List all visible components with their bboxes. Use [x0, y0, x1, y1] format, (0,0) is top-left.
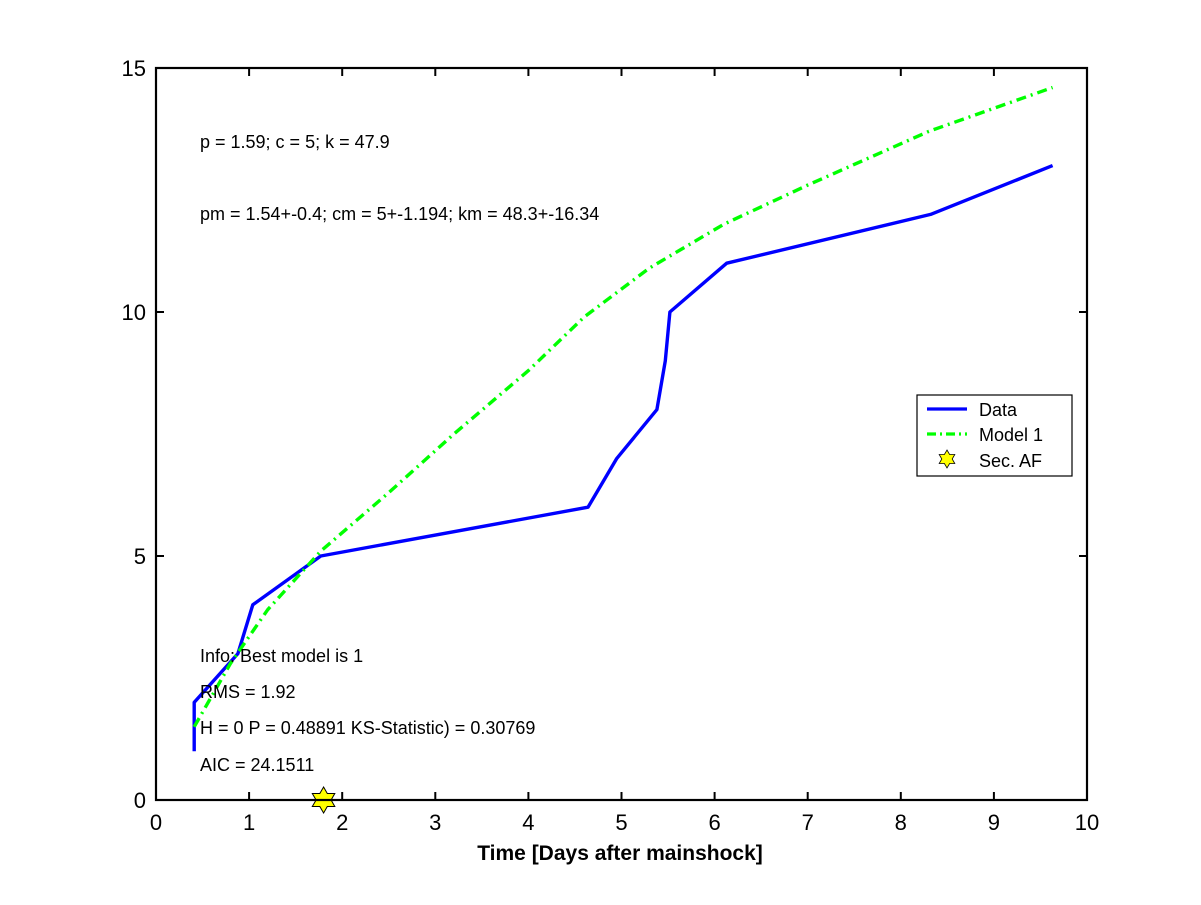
annotation-info: Info: Best model is 1	[200, 646, 363, 666]
y-tick-label: 10	[122, 300, 146, 325]
x-tick-label: 1	[243, 810, 255, 835]
x-tick-label: 7	[802, 810, 814, 835]
y-tick-label: 5	[134, 544, 146, 569]
ticks: 0 1 2 3 4 5 6 7 8 9 10 0 5 10 15	[122, 56, 1100, 835]
y-tick-label: 15	[122, 56, 146, 81]
x-tick-label: 6	[708, 810, 720, 835]
annotations: p = 1.59; c = 5; k = 47.9 pm = 1.54+-0.4…	[200, 132, 599, 775]
legend-secaf-label: Sec. AF	[979, 451, 1042, 471]
x-axis-label: Time [Days after mainshock]	[477, 842, 763, 865]
x-tick-label: 5	[615, 810, 627, 835]
x-tick-label: 0	[150, 810, 162, 835]
x-tick-label: 2	[336, 810, 348, 835]
legend-model-label: Model 1	[979, 425, 1043, 445]
legend-data-label: Data	[979, 400, 1018, 420]
legend-star-icon	[938, 449, 956, 469]
annotation-aic: AIC = 24.1511	[200, 755, 314, 775]
data-line	[192, 164, 1054, 752]
x-tick-label: 3	[429, 810, 441, 835]
y-tick-label: 0	[134, 788, 146, 813]
annotation-params-mean: pm = 1.54+-0.4; cm = 5+-1.194; km = 48.3…	[200, 204, 599, 224]
x-tick-label: 9	[988, 810, 1000, 835]
annotation-params: p = 1.59; c = 5; k = 47.9	[200, 132, 390, 152]
x-tick-label: 4	[522, 810, 534, 835]
annotation-ks: H = 0 P = 0.48891 KS-Statistic) = 0.3076…	[200, 718, 535, 738]
model-1-line	[192, 85, 1054, 728]
annotation-rms: RMS = 1.92	[200, 682, 296, 702]
x-tick-label: 8	[895, 810, 907, 835]
x-tick-label: 10	[1075, 810, 1099, 835]
legend: Data Model 1 Sec. AF	[916, 394, 1073, 477]
